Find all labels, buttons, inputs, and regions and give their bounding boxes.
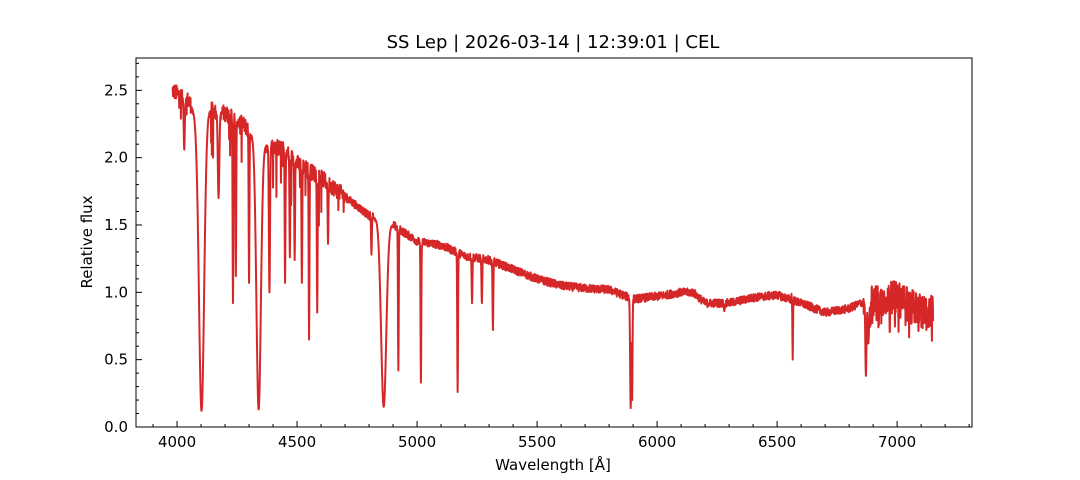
x-tick-label: 5500 (518, 433, 556, 451)
x-tick-label: 4500 (278, 433, 316, 451)
x-tick-label: 5000 (398, 433, 436, 451)
x-tick-label: 7000 (878, 433, 916, 451)
spectrum-line (171, 84, 935, 412)
y-tick-label: 0.0 (104, 418, 128, 436)
axes-frame (135, 57, 973, 428)
plot-area (171, 84, 935, 412)
y-tick-label: 1.0 (104, 283, 128, 301)
x-axis-label: Wavelength [Å] (495, 455, 611, 474)
x-tick-label: 6500 (758, 433, 796, 451)
y-axis-label: Relative flux (78, 195, 96, 288)
chart-title: SS Lep | 2026-03-14 | 12:39:01 | CEL (387, 32, 720, 53)
y-tick-label: 0.5 (104, 351, 128, 369)
y-tick-label: 2.5 (104, 81, 128, 99)
y-tick-label: 2.0 (104, 149, 128, 167)
x-tick-label: 4000 (158, 433, 196, 451)
axis-ticks: 4000 4500 5000 5500 6000 6500 7000 0.0 0.5 1.0 1.5… (104, 62, 970, 451)
x-tick-label: 6000 (638, 433, 676, 451)
y-tick-label: 1.5 (104, 216, 128, 234)
